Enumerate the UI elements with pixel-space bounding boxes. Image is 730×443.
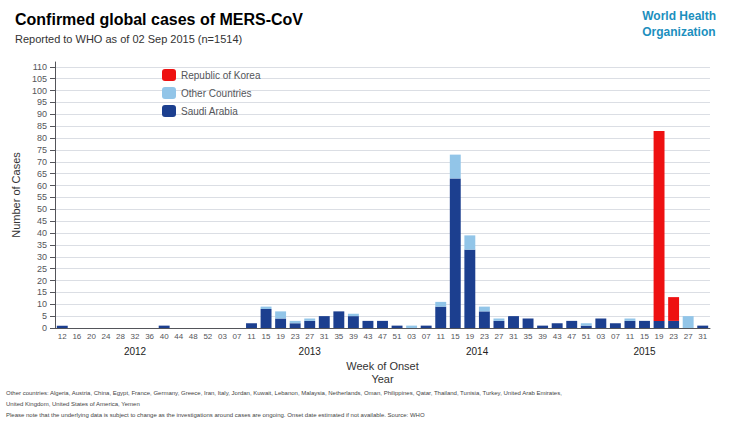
svg-text:19: 19 [276, 332, 285, 341]
svg-text:Republic of Korea: Republic of Korea [181, 70, 261, 81]
svg-text:2015: 2015 [633, 346, 656, 357]
svg-text:44: 44 [174, 332, 183, 341]
svg-text:28: 28 [116, 332, 125, 341]
svg-text:23: 23 [480, 332, 489, 341]
svg-text:5: 5 [42, 311, 47, 321]
svg-text:2014: 2014 [466, 346, 489, 357]
svg-text:110: 110 [33, 62, 47, 72]
svg-text:Please note that the underlyin: Please note that the underlying data is … [6, 412, 425, 418]
svg-text:43: 43 [553, 332, 562, 341]
svg-text:27: 27 [494, 332, 503, 341]
svg-text:50: 50 [37, 204, 47, 214]
svg-text:11: 11 [437, 332, 446, 341]
svg-text:03: 03 [407, 332, 416, 341]
svg-text:Number of Cases: Number of Cases [10, 152, 22, 238]
svg-text:15: 15 [262, 332, 271, 341]
svg-text:Saudi Arabia: Saudi Arabia [181, 106, 238, 117]
svg-text:03: 03 [218, 332, 227, 341]
svg-text:25: 25 [37, 264, 47, 274]
svg-text:2012: 2012 [124, 346, 147, 357]
svg-text:35: 35 [524, 332, 533, 341]
svg-text:Confirmed global cases of MERS: Confirmed global cases of MERS-CoV [15, 11, 303, 28]
svg-text:Year: Year [371, 373, 394, 385]
svg-text:65: 65 [37, 169, 47, 179]
svg-text:07: 07 [422, 332, 431, 341]
svg-text:31: 31 [509, 332, 518, 341]
svg-text:30: 30 [37, 252, 47, 262]
svg-text:27: 27 [684, 332, 693, 341]
svg-text:11: 11 [247, 332, 256, 341]
svg-text:52: 52 [203, 332, 212, 341]
svg-text:23: 23 [669, 332, 678, 341]
svg-text:51: 51 [393, 332, 402, 341]
svg-text:20: 20 [87, 332, 96, 341]
svg-text:07: 07 [611, 332, 620, 341]
svg-text:31: 31 [698, 332, 707, 341]
svg-text:2013: 2013 [299, 346, 322, 357]
svg-text:95: 95 [37, 97, 47, 107]
svg-text:47: 47 [378, 332, 387, 341]
svg-text:32: 32 [131, 332, 140, 341]
svg-text:31: 31 [320, 332, 329, 341]
svg-text:15: 15 [37, 287, 47, 297]
svg-text:19: 19 [655, 332, 664, 341]
svg-text:24: 24 [101, 332, 110, 341]
svg-text:36: 36 [145, 332, 154, 341]
svg-text:23: 23 [291, 332, 300, 341]
svg-text:35: 35 [334, 332, 343, 341]
svg-text:43: 43 [363, 332, 372, 341]
svg-text:16: 16 [72, 332, 81, 341]
svg-text:48: 48 [189, 332, 198, 341]
svg-text:100: 100 [32, 86, 47, 96]
svg-text:80: 80 [37, 133, 47, 143]
svg-text:51: 51 [582, 332, 591, 341]
svg-text:45: 45 [37, 216, 47, 226]
svg-text:35: 35 [37, 240, 47, 250]
svg-text:105: 105 [32, 74, 47, 84]
svg-text:55: 55 [37, 192, 47, 202]
svg-text:19: 19 [465, 332, 474, 341]
svg-text:27: 27 [305, 332, 314, 341]
svg-text:20: 20 [37, 276, 47, 286]
svg-text:Other Countries: Other Countries [181, 88, 252, 99]
svg-text:70: 70 [37, 157, 47, 167]
svg-text:60: 60 [37, 181, 47, 191]
svg-text:Week of Onset: Week of Onset [346, 360, 419, 372]
svg-text:10: 10 [37, 299, 47, 309]
svg-text:90: 90 [37, 109, 47, 119]
svg-text:Reported to WHO as of 02 Sep 2: Reported to WHO as of 02 Sep 2015 (n=151… [15, 33, 242, 45]
svg-text:40: 40 [37, 228, 47, 238]
svg-text:39: 39 [349, 332, 358, 341]
svg-text:03: 03 [596, 332, 605, 341]
svg-text:12: 12 [58, 332, 67, 341]
svg-text:15: 15 [640, 332, 649, 341]
svg-text:United Kingdom, United States: United Kingdom, United States of America… [6, 401, 140, 407]
svg-text:0: 0 [42, 323, 47, 333]
svg-text:11: 11 [626, 332, 635, 341]
svg-text:47: 47 [567, 332, 576, 341]
svg-text:40: 40 [160, 332, 169, 341]
svg-text:15: 15 [451, 332, 460, 341]
svg-text:75: 75 [37, 145, 47, 155]
svg-text:07: 07 [232, 332, 241, 341]
svg-text:39: 39 [538, 332, 547, 341]
svg-text:World Health: World Health [642, 9, 716, 23]
svg-text:Organization: Organization [642, 25, 715, 39]
svg-text:Other countries: Algeria, Aust: Other countries: Algeria, Austria, China… [6, 390, 562, 396]
svg-text:85: 85 [37, 121, 47, 131]
